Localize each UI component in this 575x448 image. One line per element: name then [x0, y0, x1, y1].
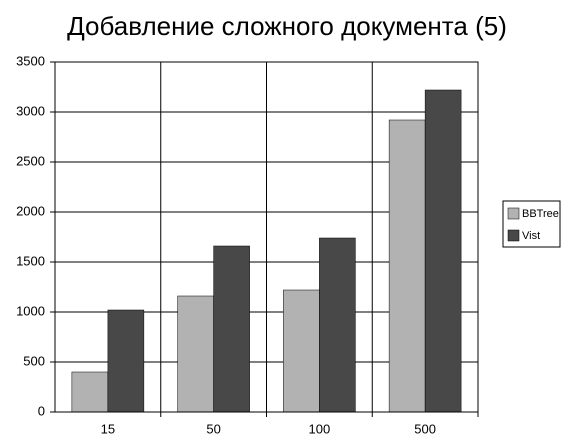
plot-border — [54, 61, 479, 413]
y-tick-label: 2000 — [16, 203, 45, 218]
bar — [319, 237, 356, 413]
bar — [388, 119, 426, 413]
y-tick-label: 3500 — [16, 53, 45, 68]
y-tick-label: 1500 — [16, 253, 45, 268]
y-tick-label: 500 — [23, 353, 45, 368]
legend-swatch — [507, 229, 520, 242]
chart-title: Добавление сложного документа (5) — [67, 11, 507, 41]
y-tick-label: 0 — [38, 403, 45, 418]
bar — [424, 89, 462, 413]
bar — [107, 309, 145, 413]
y-tick-label: 1000 — [16, 303, 45, 318]
bar — [71, 371, 109, 413]
y-tick-label: 2500 — [16, 153, 45, 168]
legend-swatch — [507, 207, 520, 220]
x-tick-label: 500 — [414, 421, 436, 436]
y-tick-label: 3000 — [16, 103, 45, 118]
legend-label: BBTree — [522, 208, 559, 220]
bar — [283, 289, 320, 413]
legend-label: Vist — [522, 230, 540, 242]
bar — [177, 295, 214, 413]
x-tick-label: 50 — [206, 421, 220, 436]
x-tick-label: 100 — [309, 421, 331, 436]
bar — [213, 245, 250, 413]
x-tick-label: 15 — [101, 421, 115, 436]
